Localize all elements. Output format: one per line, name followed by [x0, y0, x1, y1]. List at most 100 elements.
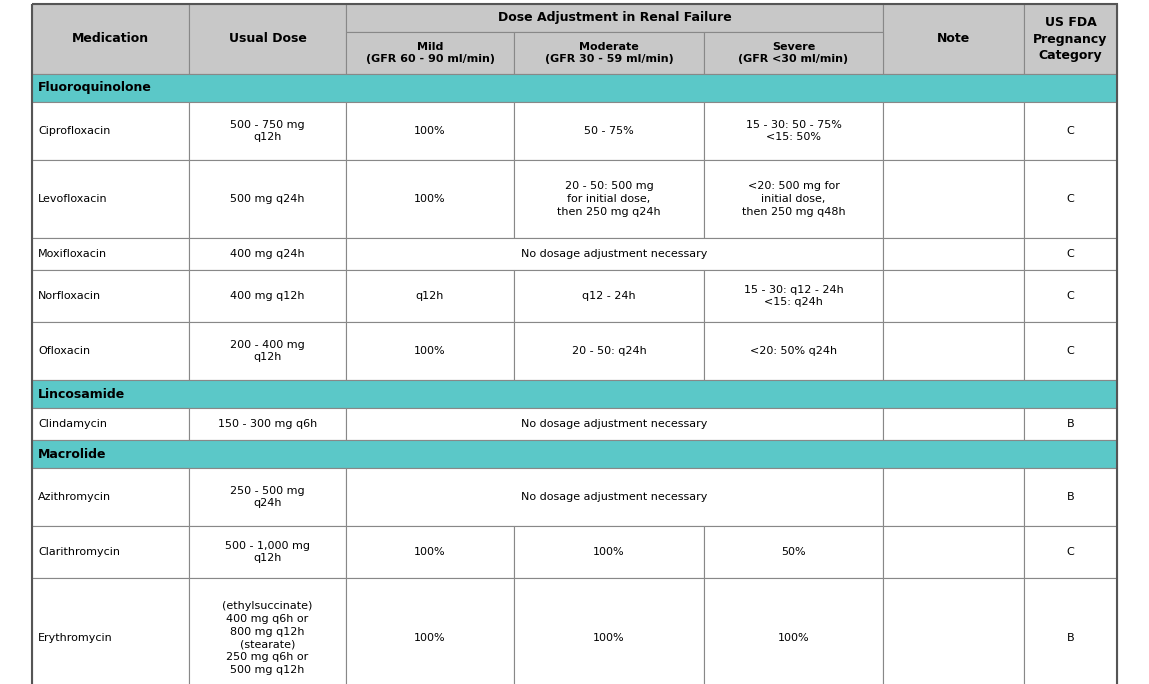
Text: 50 - 75%: 50 - 75%	[584, 126, 634, 136]
Bar	[188, 526, 346, 578]
Bar	[704, 578, 882, 684]
Bar	[1024, 578, 1117, 684]
Text: Ofloxacin: Ofloxacin	[38, 346, 90, 356]
Text: Note: Note	[936, 33, 970, 46]
Text: Usual Dose: Usual Dose	[229, 33, 307, 46]
Text: (ethylsuccinate)
400 mg q6h or
800 mg q12h
(stearate)
250 mg q6h or
500 mg q12h: (ethylsuccinate) 400 mg q6h or 800 mg q1…	[222, 601, 313, 675]
Text: 15 - 30: q12 - 24h
<15: q24h: 15 - 30: q12 - 24h <15: q24h	[743, 285, 843, 307]
Text: 250 - 500 mg
q24h: 250 - 500 mg q24h	[230, 486, 304, 508]
Bar	[1024, 322, 1117, 380]
Text: Dose Adjustment in Renal Failure: Dose Adjustment in Renal Failure	[498, 12, 732, 25]
Text: 400 mg q12h: 400 mg q12h	[230, 291, 304, 301]
Text: 100%: 100%	[414, 194, 446, 204]
Text: Moderate
(GFR 30 - 59 ml/min): Moderate (GFR 30 - 59 ml/min)	[545, 42, 673, 64]
Text: 500 mg q24h: 500 mg q24h	[230, 194, 304, 204]
Bar	[704, 322, 882, 380]
Bar	[882, 4, 1024, 74]
Bar	[188, 408, 346, 440]
Bar	[882, 578, 1024, 684]
Text: No dosage adjustment necessary: No dosage adjustment necessary	[522, 419, 708, 429]
Bar	[514, 32, 704, 74]
Bar	[346, 578, 514, 684]
Bar	[346, 408, 882, 440]
Text: 400 mg q24h: 400 mg q24h	[230, 249, 304, 259]
Bar	[32, 238, 188, 270]
Bar	[188, 160, 346, 238]
Bar	[346, 160, 514, 238]
Text: B: B	[1066, 419, 1074, 429]
Bar	[32, 526, 188, 578]
Bar	[882, 468, 1024, 526]
Bar	[882, 238, 1024, 270]
Bar	[514, 102, 704, 160]
Bar	[882, 408, 1024, 440]
Text: Clarithromycin: Clarithromycin	[38, 547, 119, 557]
Text: 100%: 100%	[593, 633, 625, 643]
Bar	[188, 238, 346, 270]
Text: C: C	[1066, 547, 1074, 557]
Bar	[704, 270, 882, 322]
Bar	[704, 160, 882, 238]
Bar	[704, 32, 882, 74]
Text: Lincosamide: Lincosamide	[38, 388, 125, 401]
Text: B: B	[1066, 633, 1074, 643]
Text: 100%: 100%	[593, 547, 625, 557]
Bar	[1024, 468, 1117, 526]
Bar	[346, 4, 882, 32]
Bar	[346, 322, 514, 380]
Bar	[704, 102, 882, 160]
Bar	[1024, 408, 1117, 440]
Bar	[1024, 238, 1117, 270]
Bar	[32, 380, 1117, 408]
Text: Norfloxacin: Norfloxacin	[38, 291, 101, 301]
Text: 20 - 50: 500 mg
for initial dose,
then 250 mg q24h: 20 - 50: 500 mg for initial dose, then 2…	[557, 181, 661, 217]
Text: Macrolide: Macrolide	[38, 447, 107, 460]
Text: Levofloxacin: Levofloxacin	[38, 194, 108, 204]
Text: 150 - 300 mg q6h: 150 - 300 mg q6h	[218, 419, 317, 429]
Bar	[188, 322, 346, 380]
Text: 200 - 400 mg
q12h: 200 - 400 mg q12h	[230, 339, 304, 363]
Text: 15 - 30: 50 - 75%
<15: 50%: 15 - 30: 50 - 75% <15: 50%	[746, 120, 841, 142]
Bar	[188, 578, 346, 684]
Text: 100%: 100%	[414, 346, 446, 356]
Text: Moxifloxacin: Moxifloxacin	[38, 249, 107, 259]
Bar	[1024, 4, 1117, 74]
Bar	[346, 238, 882, 270]
Bar	[346, 32, 514, 74]
Bar	[346, 468, 882, 526]
Bar	[1024, 160, 1117, 238]
Text: C: C	[1066, 346, 1074, 356]
Text: q12h: q12h	[416, 291, 445, 301]
Bar	[1024, 102, 1117, 160]
Bar	[346, 270, 514, 322]
Bar	[32, 74, 1117, 102]
Text: Fluoroquinolone: Fluoroquinolone	[38, 81, 152, 94]
Bar	[188, 270, 346, 322]
Text: 500 - 750 mg
q12h: 500 - 750 mg q12h	[230, 120, 304, 142]
Text: 100%: 100%	[414, 126, 446, 136]
Bar	[32, 160, 188, 238]
Bar	[32, 4, 188, 74]
Bar	[32, 270, 188, 322]
Bar	[32, 322, 188, 380]
Bar	[188, 4, 346, 74]
Bar	[1024, 526, 1117, 578]
Text: C: C	[1066, 249, 1074, 259]
Text: No dosage adjustment necessary: No dosage adjustment necessary	[522, 492, 708, 502]
Bar	[514, 578, 704, 684]
Text: Erythromycin: Erythromycin	[38, 633, 113, 643]
Text: US FDA
Pregnancy
Category: US FDA Pregnancy Category	[1033, 16, 1108, 62]
Bar	[32, 578, 188, 684]
Bar	[514, 160, 704, 238]
Text: <20: 500 mg for
initial dose,
then 250 mg q48h: <20: 500 mg for initial dose, then 250 m…	[742, 181, 846, 217]
Bar	[882, 270, 1024, 322]
Text: Azithromycin: Azithromycin	[38, 492, 111, 502]
Text: 100%: 100%	[414, 633, 446, 643]
Bar	[514, 526, 704, 578]
Bar	[32, 468, 188, 526]
Text: 20 - 50: q24h: 20 - 50: q24h	[571, 346, 647, 356]
Text: B: B	[1066, 492, 1074, 502]
Bar	[882, 160, 1024, 238]
Bar	[882, 526, 1024, 578]
Text: Medication: Medication	[72, 33, 149, 46]
